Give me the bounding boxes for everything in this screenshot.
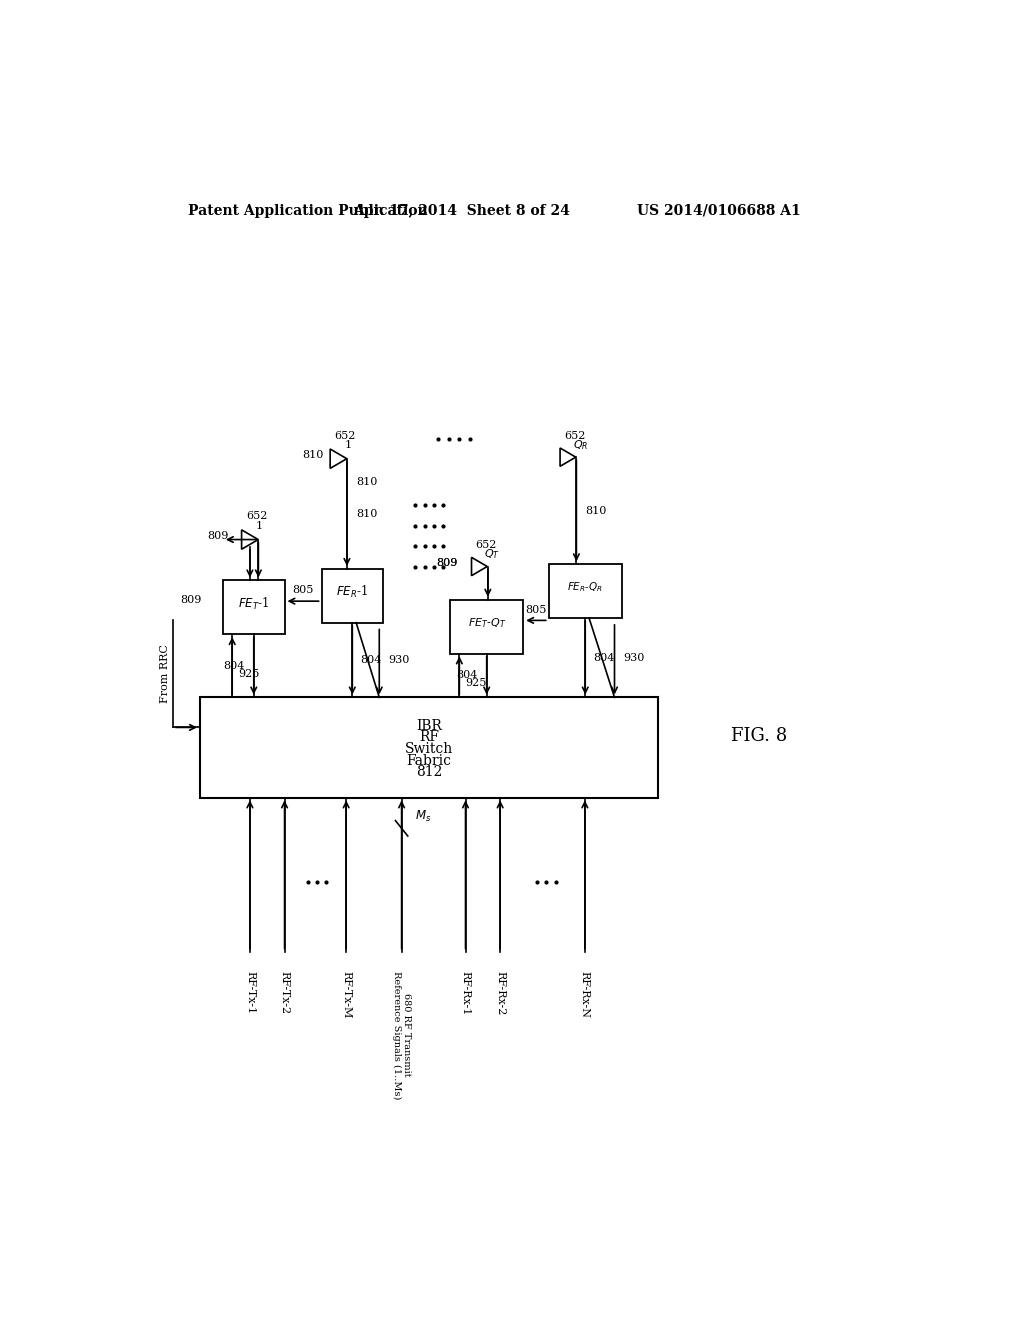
Text: 680 RF Transmit
Reference Signals (1..Ms): 680 RF Transmit Reference Signals (1..Ms… xyxy=(392,970,412,1100)
Text: 804: 804 xyxy=(223,661,245,671)
Text: FIG. 8: FIG. 8 xyxy=(731,727,787,744)
Polygon shape xyxy=(330,449,347,469)
Text: 809: 809 xyxy=(436,557,458,568)
Polygon shape xyxy=(471,557,487,576)
Text: 804: 804 xyxy=(456,671,477,680)
Text: Switch: Switch xyxy=(404,742,453,756)
Text: $FE_T$-1: $FE_T$-1 xyxy=(239,595,269,611)
Polygon shape xyxy=(242,529,258,549)
Bar xyxy=(322,569,383,623)
Text: RF-Tx-1: RF-Tx-1 xyxy=(245,970,255,1014)
Text: $Q_T$: $Q_T$ xyxy=(484,548,500,561)
Text: 809: 809 xyxy=(436,557,458,568)
Text: US 2014/0106688 A1: US 2014/0106688 A1 xyxy=(637,203,801,218)
Text: 805: 805 xyxy=(293,585,313,595)
Bar xyxy=(451,599,523,653)
Text: 925: 925 xyxy=(466,678,486,688)
Text: Patent Application Publication: Patent Application Publication xyxy=(188,203,428,218)
Text: 804: 804 xyxy=(360,655,381,665)
Polygon shape xyxy=(560,447,575,466)
Text: RF-Tx-2: RF-Tx-2 xyxy=(280,970,290,1014)
Text: $M_s$: $M_s$ xyxy=(416,809,432,824)
Text: $FE_R$-$Q_R$: $FE_R$-$Q_R$ xyxy=(567,581,603,594)
Text: 810: 810 xyxy=(356,477,378,487)
Text: IBR: IBR xyxy=(416,719,442,733)
Text: 1: 1 xyxy=(256,520,263,531)
Text: 809: 809 xyxy=(207,531,228,541)
Text: 804: 804 xyxy=(593,653,614,663)
Text: $Q_R$: $Q_R$ xyxy=(572,438,588,451)
Text: 812: 812 xyxy=(416,766,442,779)
Text: 930: 930 xyxy=(388,655,410,665)
Text: Fabric: Fabric xyxy=(407,754,452,767)
Text: 809: 809 xyxy=(180,594,202,605)
Text: From RRC: From RRC xyxy=(160,644,170,704)
Text: 652: 652 xyxy=(246,511,267,521)
Text: 652: 652 xyxy=(564,430,586,441)
Bar xyxy=(200,697,658,797)
Text: 810: 810 xyxy=(302,450,324,459)
Text: RF-Rx-2: RF-Rx-2 xyxy=(496,970,505,1015)
Text: $FE_R$-1: $FE_R$-1 xyxy=(336,583,369,601)
Text: 652: 652 xyxy=(335,430,356,441)
Text: 925: 925 xyxy=(239,668,260,678)
Text: 810: 810 xyxy=(586,506,607,516)
Text: Apr. 17, 2014  Sheet 8 of 24: Apr. 17, 2014 Sheet 8 of 24 xyxy=(353,203,570,218)
Text: 810: 810 xyxy=(356,508,378,519)
Text: RF: RF xyxy=(419,730,439,744)
Text: 1: 1 xyxy=(345,440,352,450)
Text: 805: 805 xyxy=(525,605,547,615)
Text: RF-Rx-1: RF-Rx-1 xyxy=(461,970,470,1015)
Text: RF-Tx-M: RF-Tx-M xyxy=(341,970,351,1018)
Text: RF-Rx-N: RF-Rx-N xyxy=(580,970,590,1018)
Text: 930: 930 xyxy=(624,653,645,663)
Text: 652: 652 xyxy=(475,540,497,550)
Bar xyxy=(223,581,285,635)
Bar xyxy=(549,564,622,618)
Text: $FE_T$-$Q_T$: $FE_T$-$Q_T$ xyxy=(468,616,506,630)
